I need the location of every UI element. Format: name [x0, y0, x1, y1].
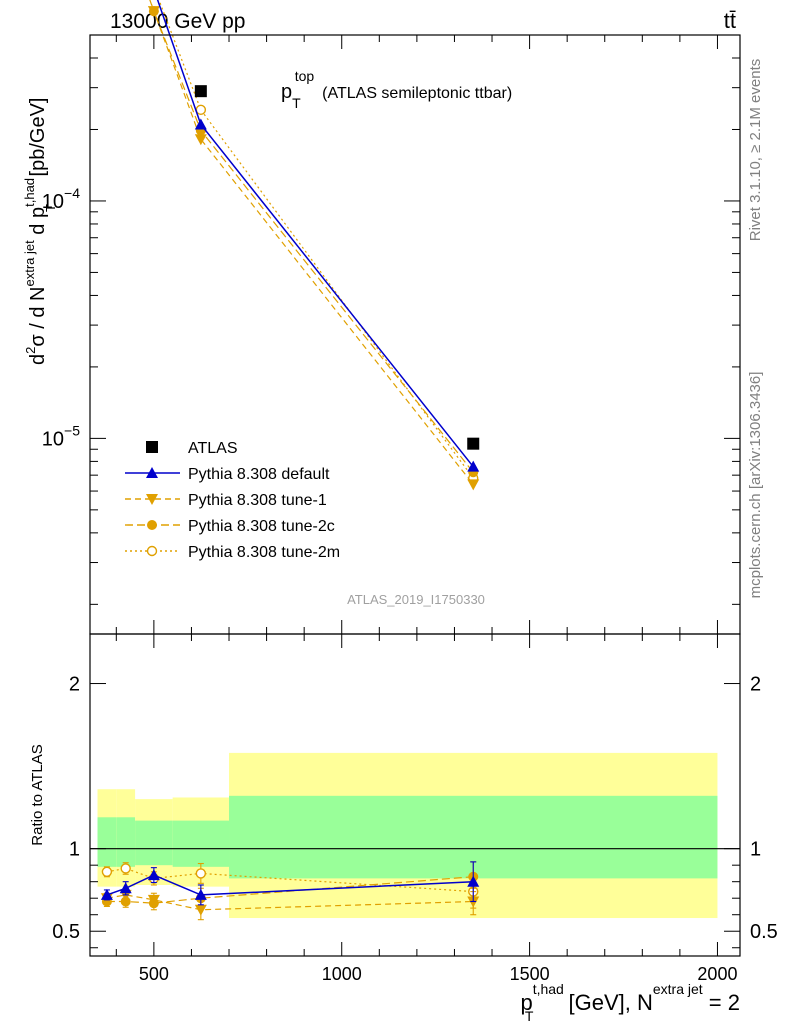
ratio-line-1 — [106, 894, 474, 911]
ratio-ytick-label-right-0: 0.5 — [750, 921, 778, 943]
ratio-point-3-1 — [120, 863, 131, 874]
side-text-bottom: mcplots.cern.ch [arXiv:1306.3436] — [747, 372, 764, 599]
ylabel-c-sup: t,had — [22, 178, 37, 207]
main-point-0-3 — [194, 85, 207, 98]
ylabel-a: d — [27, 354, 49, 365]
analysis-tag: ATLAS_2019_I1750330 — [347, 592, 485, 607]
legend-label-1: Pythia 8.308 default — [188, 466, 330, 483]
ratio-ytick-label-right-1: 1 — [750, 839, 761, 861]
xlabel-end: = 2 — [703, 990, 740, 1015]
ratio-xlabel: pt,had T [GeV], Nextra jet = 2 — [520, 981, 740, 1024]
legend-label-0: ATLAS — [188, 440, 238, 457]
ratio-point-0-4 — [467, 875, 480, 887]
xlabel-n-sup: extra jet — [653, 981, 703, 997]
ratio-ytick-label-left-2: 2 — [69, 674, 80, 696]
xlabel-p-sup: t,had — [533, 981, 564, 997]
inner-band-1 — [116, 817, 136, 867]
inner-band-2 — [135, 820, 173, 866]
xlabel-p-sub: T — [525, 1008, 534, 1024]
main-point-1-4 — [467, 460, 480, 472]
main-point-4-3 — [195, 104, 207, 116]
main-line-1 — [156, 0, 474, 468]
legend-label-2: Pythia 8.308 tune-1 — [188, 492, 327, 509]
main-title-sup: top — [295, 68, 315, 84]
ylabel-d: [pb/GeV] — [27, 98, 49, 183]
ratio-plot — [90, 848, 740, 921]
xlabel-mid: [GeV], N — [562, 990, 652, 1015]
side-text-top: Rivet 3.1.10, ≥ 2.1M events — [747, 59, 764, 242]
ratio-ylabel: Ratio to ATLAS — [29, 744, 46, 845]
ytick-exp: −4 — [64, 185, 80, 201]
ratio-xtick-label-0: 500 — [139, 964, 169, 984]
legend-marker-2 — [146, 494, 158, 505]
ytick-exp: −5 — [64, 422, 80, 438]
ratio-point-2-2 — [148, 898, 159, 909]
legend-label-4: Pythia 8.308 tune-2m — [188, 544, 340, 561]
ratio-point-0-1 — [119, 882, 132, 894]
legend: ATLAS Pythia 8.308 default Pythia 8.308 tu… — [125, 440, 340, 561]
main-point-0-4 — [467, 437, 480, 450]
ratio-point-0-2 — [147, 869, 160, 881]
main-title: pTtop (ATLAS semileptonic ttbar) — [281, 68, 512, 111]
ratio-ytick-label-left-0: 0.5 — [52, 921, 80, 943]
ylabel-c-sub: T — [43, 204, 58, 212]
legend-marker-3 — [147, 520, 157, 530]
legend-marker-4 — [146, 545, 158, 557]
ratio-point-0-0 — [100, 888, 113, 900]
header-right: tt̄ — [724, 8, 736, 33]
ylabel-b-sup: extra jet — [22, 240, 37, 287]
main-line-4 — [158, 0, 474, 479]
ratio-xtick-label-2: 1500 — [510, 964, 550, 984]
main-plot — [147, 0, 480, 491]
ratio-xtick-label-1: 1000 — [322, 964, 362, 984]
legend-marker-0 — [146, 441, 158, 453]
inner-band-0 — [97, 817, 117, 867]
main-ytick-label-3: 10−5 — [42, 422, 80, 450]
main-title-rest: (ATLAS semileptonic ttbar) — [322, 85, 512, 102]
main-point-3-2 — [148, 6, 159, 17]
main-point-2-3 — [194, 134, 207, 146]
xlabel-p: p — [520, 990, 532, 1015]
ylabel-b: σ / d N — [27, 287, 49, 347]
main-title-sub: T — [292, 95, 301, 111]
main-point-2-4 — [467, 479, 480, 491]
ylabel-a-sup: 2 — [23, 347, 38, 354]
ratio-ytick-label-right-2: 2 — [750, 674, 761, 696]
inner-band-3 — [172, 820, 230, 867]
ratio-point-1-3 — [194, 904, 207, 916]
legend-label-3: Pythia 8.308 tune-2c — [188, 518, 335, 535]
ratio-frame — [89, 633, 741, 957]
ratio-uncertainty-bands — [97, 752, 718, 919]
legend-marker-1 — [146, 467, 158, 478]
ratio-xtick-label-3: 2000 — [697, 964, 737, 984]
main-ytick-label-2: 10−4 — [42, 185, 80, 213]
ratio-point-2-1 — [120, 896, 131, 907]
ratio-point-3-3 — [195, 868, 207, 879]
main-ylabel: d2σ / d Nextra jet d pt,had T [pb/GeV] — [22, 98, 58, 365]
ylabel-c: d p — [27, 207, 49, 240]
ytick-base: 10 — [42, 191, 64, 213]
ratio-point-3-0 — [101, 866, 113, 877]
ytick-base: 10 — [42, 428, 64, 450]
main-point-1-3 — [194, 118, 207, 130]
ratio-point-0-3 — [194, 888, 207, 900]
main-title-p: p — [281, 81, 292, 103]
ratio-ytick-label-left-1: 1 — [69, 839, 80, 861]
header-left: 13000 GeV pp — [110, 10, 245, 33]
axis-ticks: 50010001500200010−210−310−410−50.50.5112… — [42, 34, 778, 984]
